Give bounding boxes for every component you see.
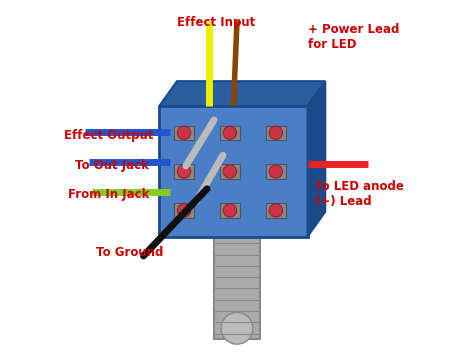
Circle shape [221, 312, 253, 344]
Polygon shape [308, 81, 325, 237]
Bar [220, 126, 240, 140]
Bar [174, 203, 194, 218]
Text: To LED anode
(+) Lead: To LED anode (+) Lead [315, 180, 403, 208]
Circle shape [177, 126, 191, 139]
Bar [174, 126, 194, 140]
Bar [266, 164, 286, 179]
Bar [220, 203, 240, 218]
Text: To Ground: To Ground [96, 246, 163, 259]
Bar [220, 164, 240, 179]
Bar [266, 203, 286, 218]
Polygon shape [159, 81, 325, 106]
Circle shape [177, 165, 191, 178]
Bar [214, 229, 260, 339]
Circle shape [177, 204, 191, 217]
Circle shape [269, 126, 283, 139]
Text: + Power Lead
for LED: + Power Lead for LED [308, 23, 399, 51]
Circle shape [269, 165, 283, 178]
Circle shape [223, 165, 237, 178]
Circle shape [223, 126, 237, 139]
Text: To Out Jack: To Out Jack [74, 160, 148, 172]
Bar [174, 164, 194, 179]
Text: Effect Input: Effect Input [177, 17, 255, 29]
Text: From In Jack: From In Jack [68, 188, 149, 201]
Bar [266, 126, 286, 140]
Circle shape [269, 204, 283, 217]
Circle shape [223, 204, 237, 217]
Text: Effect Output: Effect Output [64, 130, 154, 142]
Bar [159, 106, 308, 237]
Bar [205, 217, 269, 235]
